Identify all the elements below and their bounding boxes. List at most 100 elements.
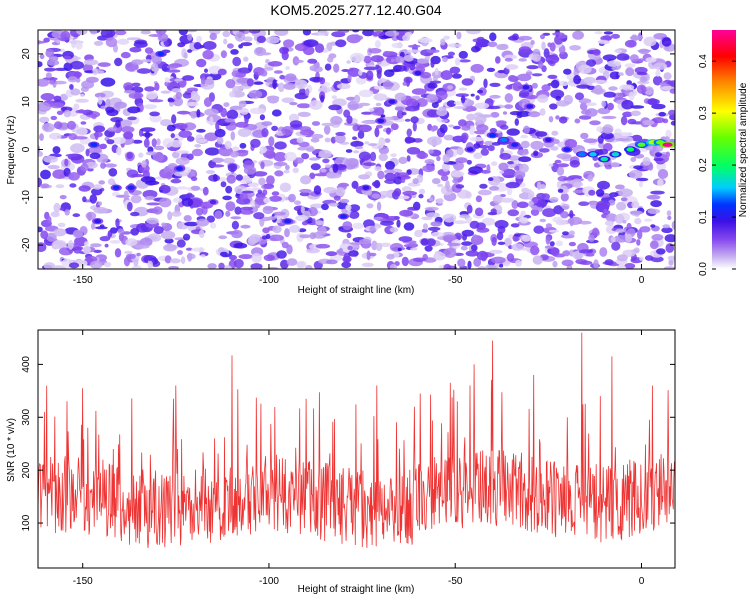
heatmap-cell xyxy=(652,117,665,124)
heatmap-cell xyxy=(38,226,43,233)
heatmap-cell xyxy=(300,205,305,214)
heatmap-cell xyxy=(93,125,106,133)
heatmap-cell xyxy=(235,174,243,181)
heatmap-cell xyxy=(636,71,648,76)
heatmap-cell xyxy=(443,263,452,269)
heatmap-cell xyxy=(75,42,83,50)
heatmap-cell xyxy=(474,114,487,124)
heatmap-feature xyxy=(522,85,530,90)
heatmap-cell xyxy=(533,225,545,234)
heatmap-cell xyxy=(300,175,312,185)
heatmap-cell xyxy=(475,195,482,203)
heatmap-cell xyxy=(407,206,420,211)
heatmap-cell xyxy=(495,56,501,64)
heatmap-cell xyxy=(170,133,175,139)
heatmap-cell xyxy=(147,146,154,153)
heatmap-cell xyxy=(668,260,674,266)
heatmap-cell xyxy=(283,82,296,90)
heatmap-cell xyxy=(488,177,494,182)
heatmap-cell xyxy=(152,206,163,215)
heatmap-cell xyxy=(55,184,65,189)
heatmap-cell xyxy=(562,231,569,236)
heatmap-cell xyxy=(349,52,365,63)
heatmap-cell xyxy=(271,191,280,196)
heatmap-cell xyxy=(220,181,227,188)
heatmap-cell xyxy=(568,241,577,247)
heatmap-cell xyxy=(368,143,377,147)
heatmap-cell xyxy=(547,74,558,79)
heatmap-cell xyxy=(364,141,370,145)
heatmap-cell xyxy=(321,203,329,211)
heatmap-cell xyxy=(421,216,433,221)
heatmap-cell xyxy=(168,266,179,269)
heatmap-cell xyxy=(369,252,377,257)
heatmap-cell xyxy=(539,218,547,223)
heatmap-cell xyxy=(63,55,72,60)
heatmap-cell xyxy=(146,202,161,206)
heatmap-cell xyxy=(205,170,216,174)
heatmap-cell xyxy=(363,66,378,71)
heatmap-cell xyxy=(519,163,529,173)
heatmap-cell xyxy=(140,59,153,63)
heatmap-cell xyxy=(114,57,123,67)
heatmap-cell xyxy=(240,42,253,47)
heatmap-cell xyxy=(445,180,450,191)
heatmap-cell xyxy=(625,233,633,243)
heatmap-cell xyxy=(357,102,371,107)
heatmap-cell xyxy=(508,234,514,240)
heatmap-cell xyxy=(443,134,455,141)
heatmap-cell xyxy=(131,265,142,269)
heatmap-cell xyxy=(279,74,286,80)
heatmap-cell xyxy=(363,55,372,64)
heatmap-cell xyxy=(461,241,473,246)
heatmap-cell xyxy=(558,34,568,39)
heatmap-cell xyxy=(400,177,406,183)
heatmap-cell xyxy=(655,69,661,77)
heatmap-cell xyxy=(658,111,666,117)
heatmap-cell xyxy=(648,163,654,171)
heatmap-cell xyxy=(656,248,666,255)
heatmap-cell xyxy=(669,88,675,94)
heatmap-cell xyxy=(335,131,346,136)
heatmap-cell xyxy=(531,82,538,89)
heatmap-cell xyxy=(170,139,183,148)
heatmap-cell xyxy=(466,113,476,121)
heatmap-cell xyxy=(601,100,607,108)
heatmap-feature xyxy=(414,70,422,76)
heatmap-cell xyxy=(373,85,385,90)
heatmap-cell xyxy=(246,78,254,87)
heatmap-cell xyxy=(240,206,254,211)
heatmap-cell xyxy=(393,188,402,197)
heatmap-cell xyxy=(232,146,240,152)
heatmap-cell xyxy=(75,109,86,114)
heatmap-cell xyxy=(481,217,496,226)
heatmap-cell xyxy=(251,253,262,263)
heatmap-cell xyxy=(466,30,481,35)
heatmap-cell xyxy=(404,136,413,144)
heatmap-cell xyxy=(443,35,450,40)
heatmap-feature xyxy=(176,166,184,171)
heatmap-cell xyxy=(68,262,80,269)
heatmap-cell xyxy=(190,176,198,182)
heatmap-cell xyxy=(80,121,87,125)
heatmap-cell xyxy=(204,78,215,85)
heatmap-cell xyxy=(180,256,186,265)
heatmap-cell xyxy=(562,177,575,181)
heatmap-cell xyxy=(198,229,205,239)
heatmap-cell xyxy=(461,78,474,86)
heatmap-cell xyxy=(151,138,157,148)
heatmap-cell xyxy=(185,30,198,33)
heatmap-cell xyxy=(435,90,448,101)
heatmap-cell xyxy=(427,82,438,89)
heatmap-cell xyxy=(390,123,399,131)
heatmap-cell xyxy=(603,31,614,35)
heatmap-cell xyxy=(447,51,455,56)
heatmap-cell xyxy=(348,204,361,212)
heatmap-cell xyxy=(645,145,659,151)
heatmap-cell xyxy=(190,90,197,101)
heatmap-cell xyxy=(193,42,202,50)
heatmap-cell xyxy=(253,46,267,57)
heatmap-cell xyxy=(91,222,96,230)
heatmap-feature xyxy=(127,185,135,190)
heatmap-cell xyxy=(218,262,225,269)
